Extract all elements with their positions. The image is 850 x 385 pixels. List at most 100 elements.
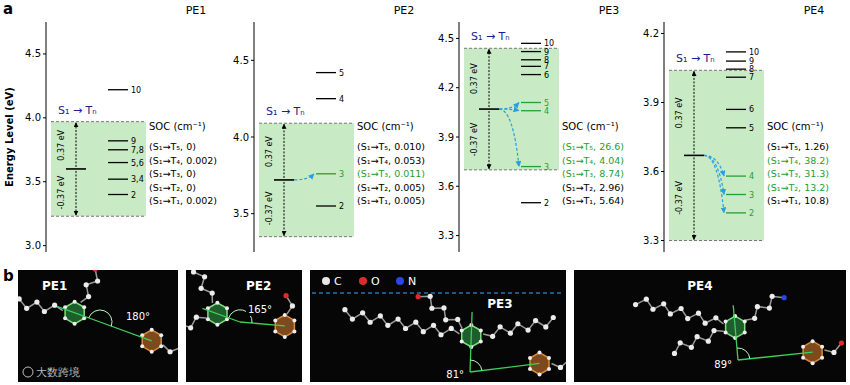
atom	[743, 331, 747, 335]
soc-entry: (S₁→T₅, 0)	[149, 141, 196, 152]
triplet-level	[108, 162, 128, 163]
angle-ray	[100, 322, 152, 341]
watermark-logo	[23, 367, 33, 377]
y-tick-label: 3.5	[233, 208, 249, 219]
atom	[767, 305, 772, 310]
atom	[811, 339, 815, 343]
level-label: 10	[749, 48, 759, 57]
energy-window	[51, 122, 146, 217]
atom	[755, 304, 760, 309]
atom	[443, 317, 448, 322]
bond	[186, 317, 206, 340]
y-tick-label: 3.5	[25, 176, 41, 187]
triplet-level	[726, 69, 746, 70]
y-tick	[661, 240, 664, 241]
energy-window	[259, 123, 354, 236]
level-label: 9	[131, 137, 136, 146]
triplet-level	[726, 127, 746, 128]
triplet-level	[108, 179, 128, 180]
soc-entry: (S₁→T₁, 5.64)	[562, 195, 624, 206]
atom	[839, 340, 844, 345]
level-label: 3,4	[131, 175, 144, 184]
structure-background	[310, 270, 566, 382]
transfer-arrow	[294, 174, 314, 180]
atom	[770, 294, 775, 299]
structure-title: PE3	[487, 297, 512, 311]
atom	[490, 334, 495, 339]
triplet-level	[108, 89, 128, 90]
atom	[551, 315, 556, 320]
atom	[93, 270, 98, 272]
atom	[528, 356, 532, 360]
structure-background	[18, 270, 178, 382]
level-label: 6	[749, 105, 754, 114]
triplet-level	[726, 51, 746, 52]
legend-label: N	[408, 275, 416, 288]
plot-area	[259, 73, 354, 237]
atom	[84, 282, 89, 287]
label-patch	[712, 358, 734, 371]
window-label: -0.37 eV	[675, 181, 684, 215]
angle-arc	[89, 310, 112, 326]
energy-panel: 3.54.04.5PE2S₁ → Tₙ0.37 eV-0.37 eV5432SO…	[233, 4, 425, 252]
atom	[273, 318, 277, 322]
y-tick-label: 4.5	[25, 48, 41, 59]
structure-title: PE4	[687, 279, 712, 293]
structure-background	[574, 270, 846, 382]
atom	[460, 329, 464, 333]
soc-entry: (S₁→T₄, 0.053)	[357, 155, 425, 166]
y-tick-label: 3.6	[643, 166, 659, 177]
window-arrow-up	[489, 49, 490, 107]
window-arrow-down	[76, 171, 77, 215]
molecule	[342, 294, 566, 377]
window-label: -0.37 eV	[57, 175, 66, 209]
level-label: 2	[544, 199, 549, 208]
window-bottom	[51, 216, 146, 217]
atom	[678, 340, 683, 345]
bond	[636, 299, 724, 324]
level-label: 2	[339, 202, 344, 211]
atom	[515, 321, 520, 326]
level-label: 4	[544, 107, 549, 116]
atom	[811, 361, 815, 365]
soc-entry: (S₁→T₅, 26.6)	[562, 141, 624, 152]
atom	[547, 356, 551, 360]
transition-label: S₁ → Tₙ	[58, 104, 97, 117]
y-tick	[251, 137, 254, 138]
atom	[533, 318, 538, 323]
atom	[215, 323, 219, 327]
triplet-level	[108, 194, 128, 195]
y-tick	[43, 181, 46, 182]
label-patch	[485, 296, 514, 312]
atom	[191, 270, 196, 275]
y-tick	[456, 87, 459, 88]
soc-entry: (S₁→T₂, 0.005)	[357, 182, 425, 193]
level-label: 5,6	[131, 159, 144, 168]
angle-arc	[470, 360, 482, 371]
structure-panel: PE2165°	[154, 269, 302, 382]
soc-list: SOC (cm⁻¹)(S₁→T₅, 0)(S₁→T₄, 0.002)(S₁→T₃…	[149, 121, 217, 206]
transition-label: S₁ → Tₙ	[471, 30, 510, 43]
level-label: 5	[339, 69, 344, 78]
soc-entry: (S₁→T₄, 38.2)	[767, 155, 829, 166]
atom	[18, 296, 22, 301]
window-arrow-up	[76, 123, 77, 167]
structure-labels: PE1180°	[40, 278, 152, 323]
soc-title: SOC (cm⁻¹)	[562, 121, 619, 132]
atom	[159, 344, 163, 348]
soc-entry: (S₁→T₃, 8.74)	[562, 168, 624, 179]
structure-panel: PE1180°大数跨境	[17, 267, 184, 382]
label-patch	[685, 278, 714, 294]
angle-ray	[470, 312, 472, 372]
atom	[150, 328, 154, 332]
s1-level	[684, 155, 704, 157]
bond	[418, 296, 462, 328]
y-tick-label: 3.6	[438, 181, 454, 192]
y-tick	[456, 38, 459, 39]
window-label: -0.37 eV	[265, 191, 274, 225]
atom	[801, 356, 805, 360]
triplet-level	[316, 98, 336, 99]
atom	[199, 286, 204, 291]
structure-background	[186, 270, 302, 382]
atom	[498, 324, 503, 329]
